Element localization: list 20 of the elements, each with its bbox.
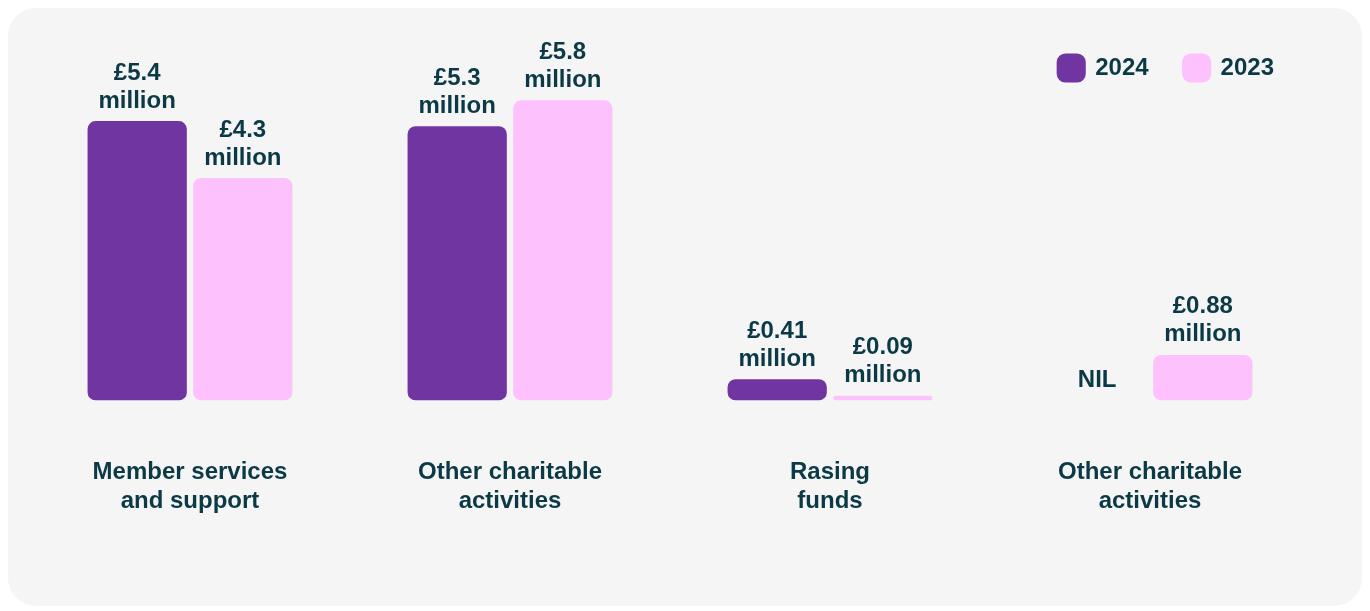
legend-label: 2024 <box>1095 52 1150 80</box>
data-label: £0.41 million <box>738 315 816 371</box>
x-tick-label: Rasing funds <box>789 457 871 514</box>
data-label: £0.09 million <box>844 332 922 388</box>
x-tick-label: Other charitable activities <box>417 457 603 514</box>
bar <box>727 379 827 401</box>
data-label: £5.3 million <box>418 62 496 118</box>
legend-label: 2023 <box>1220 52 1274 80</box>
data-label: £5.8 million <box>524 36 602 92</box>
data-label: £5.4 million <box>98 57 176 113</box>
bar <box>407 126 507 401</box>
data-label: £4.3 million <box>204 114 282 170</box>
data-label: £0.88 million <box>1164 291 1242 347</box>
bar <box>1153 354 1253 401</box>
bar <box>193 177 293 401</box>
x-tick-label: Other charitable activities <box>1057 457 1243 514</box>
bar <box>87 121 187 401</box>
bar <box>513 100 613 401</box>
x-tick-label: Member services and support <box>92 457 288 514</box>
text: NIL <box>1077 365 1117 393</box>
